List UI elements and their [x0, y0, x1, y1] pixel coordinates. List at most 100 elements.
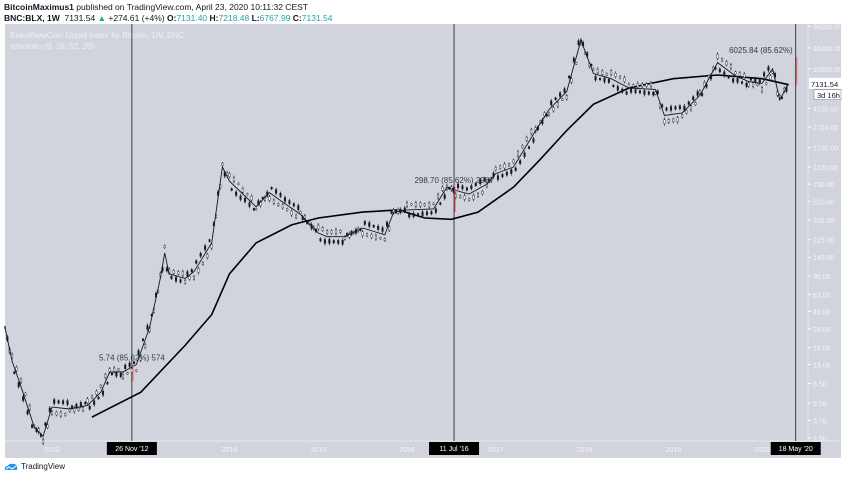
candle-body: [596, 68, 599, 74]
candle-body: [681, 114, 684, 118]
candle-body: [670, 106, 673, 111]
date-label: 18 May '20: [779, 446, 813, 453]
candle-body: [330, 230, 333, 234]
candle-body: [46, 424, 49, 428]
y-tick-label: 335.00: [813, 218, 835, 225]
projection-label: 6025.84 (85.62%): [729, 46, 793, 55]
candle-body: [501, 174, 504, 178]
candle-body: [692, 96, 695, 101]
brand-name: TradingView: [21, 462, 66, 471]
candle-body: [97, 396, 100, 400]
candle-body: [645, 83, 648, 87]
candle-body: [270, 187, 273, 190]
candle-body: [292, 203, 295, 207]
candle-body: [368, 222, 371, 227]
candle-body: [53, 399, 56, 404]
candle-body: [474, 183, 477, 186]
candle-body: [283, 197, 286, 202]
x-tick-label: 2019: [665, 447, 681, 454]
y-tick-label: 16000.00: [813, 46, 842, 53]
candle-body: [121, 374, 124, 379]
candle-body: [761, 87, 764, 92]
candle-body: [437, 194, 440, 199]
candle-body: [512, 159, 515, 163]
tradingview-logo[interactable]: TradingView: [4, 462, 65, 471]
candle-body: [736, 78, 739, 83]
candle-body: [190, 269, 193, 273]
candle-body: [323, 239, 326, 244]
candle-body: [62, 400, 65, 404]
candle-body: [523, 152, 526, 157]
candle-body: [88, 405, 91, 410]
candle-body: [738, 72, 741, 77]
candle-body: [550, 100, 553, 106]
candle-body: [199, 252, 202, 257]
y-tick-label: 1100.00: [813, 165, 838, 172]
y-tick-label: 1700.00: [813, 146, 838, 153]
publisher[interactable]: BitcoinMaximus1: [4, 2, 74, 12]
candle-body: [42, 438, 45, 444]
candle-body: [548, 112, 551, 116]
candle-body: [565, 95, 568, 100]
candle-body: [237, 182, 240, 185]
candle-body: [57, 400, 60, 404]
candle-body: [86, 398, 89, 404]
candle-body: [113, 367, 116, 372]
candle-body: [672, 118, 675, 123]
candle-body: [146, 325, 149, 330]
candle-body: [510, 169, 513, 174]
close-label: C:: [292, 13, 302, 23]
last-price: 7131.54: [64, 13, 96, 23]
candle-body: [614, 73, 617, 77]
candle-body: [434, 208, 437, 213]
candle-body: [197, 268, 200, 273]
candle-body: [137, 350, 140, 355]
candle-body: [561, 98, 564, 101]
candle-body: [281, 204, 284, 209]
candle-body: [698, 90, 701, 94]
candle-body: [616, 86, 619, 91]
y-tick-label: 13.00: [813, 363, 831, 370]
price-line: [4, 38, 789, 438]
candle-body: [128, 362, 131, 367]
candle-body: [13, 371, 16, 374]
candle-body: [530, 129, 533, 134]
candle-body: [665, 107, 668, 111]
tradingview-cloud-icon: [4, 463, 18, 470]
candle-body: [610, 70, 613, 75]
candle-body: [423, 203, 426, 207]
y-tick-label: 63.00: [813, 292, 831, 299]
candle-body: [277, 203, 280, 207]
candle-body: [472, 195, 475, 200]
candle-body: [248, 202, 251, 207]
candle-body: [650, 82, 653, 88]
candle-body: [769, 75, 772, 80]
x-tick-label: 2014: [222, 447, 238, 454]
candle-body: [188, 276, 191, 280]
candle-body: [430, 211, 433, 215]
candle-body: [747, 82, 750, 87]
candle-body: [77, 407, 80, 411]
projection-label: 298.70 (85.62%) 2987: [414, 176, 494, 185]
open-value: 7131.40: [176, 13, 208, 23]
candle-body: [749, 78, 752, 81]
candle-body: [174, 276, 177, 282]
y-tick-label: 145.00: [813, 255, 835, 262]
candle-body: [115, 372, 118, 377]
y-tick-label: 29.00: [813, 327, 831, 334]
candle-body: [184, 280, 187, 284]
candle-body: [82, 406, 85, 411]
candle-body: [319, 238, 322, 242]
candle-body: [228, 173, 231, 177]
candle-body: [516, 151, 519, 157]
candle-body: [599, 77, 602, 81]
candle-body: [519, 160, 522, 164]
candle-body: [630, 88, 633, 93]
candle-body: [481, 190, 484, 195]
candle-body: [419, 202, 422, 207]
candle-body: [341, 240, 344, 245]
candle-body: [388, 226, 391, 231]
candle-body: [577, 40, 580, 45]
candle-body: [652, 91, 655, 96]
